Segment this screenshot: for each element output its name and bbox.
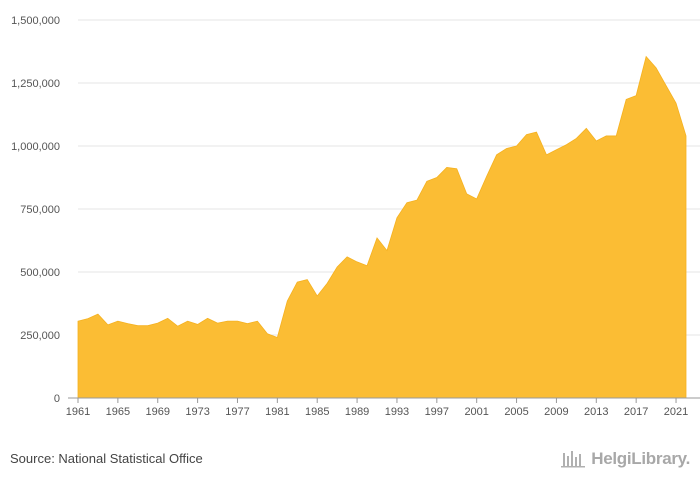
y-tick-label: 1,500,000 <box>11 15 60 27</box>
x-tick-label: 1977 <box>225 406 249 418</box>
y-tick-label: 250,000 <box>20 330 60 342</box>
x-tick-label: 2013 <box>584 406 608 418</box>
area-layer <box>77 55 687 399</box>
x-tick-label: 1985 <box>305 406 329 418</box>
x-tick-label: 1961 <box>66 406 90 418</box>
x-tick-label: 2009 <box>544 406 568 418</box>
y-tick-label: 1,000,000 <box>11 141 60 153</box>
area-chart: 1961 1965 1969 1973 1977 1981 1985 1989 1993 1997… <box>11 15 700 418</box>
y-tick-label: 750,000 <box>20 204 60 216</box>
x-tick-label: 1973 <box>185 406 209 418</box>
x-tick-label: 2005 <box>504 406 528 418</box>
x-tick-label: 1981 <box>265 406 289 418</box>
source-note: Source: National Statistical Office <box>10 451 203 466</box>
x-tick-label: 1993 <box>385 406 409 418</box>
y-tick-label: 500,000 <box>20 267 60 279</box>
x-tick-label: 1989 <box>345 406 369 418</box>
x-tick-label: 2017 <box>624 406 648 418</box>
x-axis: 1961 1965 1969 1973 1977 1981 1985 1989 1993 1997… <box>66 397 700 418</box>
logo-text: HelgiLibrary. <box>591 449 690 468</box>
x-tick-label: 1969 <box>145 406 169 418</box>
helgi-library-icon <box>561 451 586 468</box>
x-tick-label: 2001 <box>464 406 488 418</box>
x-tick-label: 1965 <box>106 406 130 418</box>
helgi-library-logo[interactable]: HelgiLibrary. <box>561 448 690 470</box>
y-tick-label: 0 <box>54 393 60 405</box>
series-area <box>77 55 687 399</box>
x-tick-label: 2021 <box>664 406 688 418</box>
y-tick-label: 1,250,000 <box>11 78 60 90</box>
y-axis: 0 250,000 500,000 750,000 1,000,000 1,250,000… <box>11 15 60 405</box>
x-tick-label: 1997 <box>425 406 449 418</box>
